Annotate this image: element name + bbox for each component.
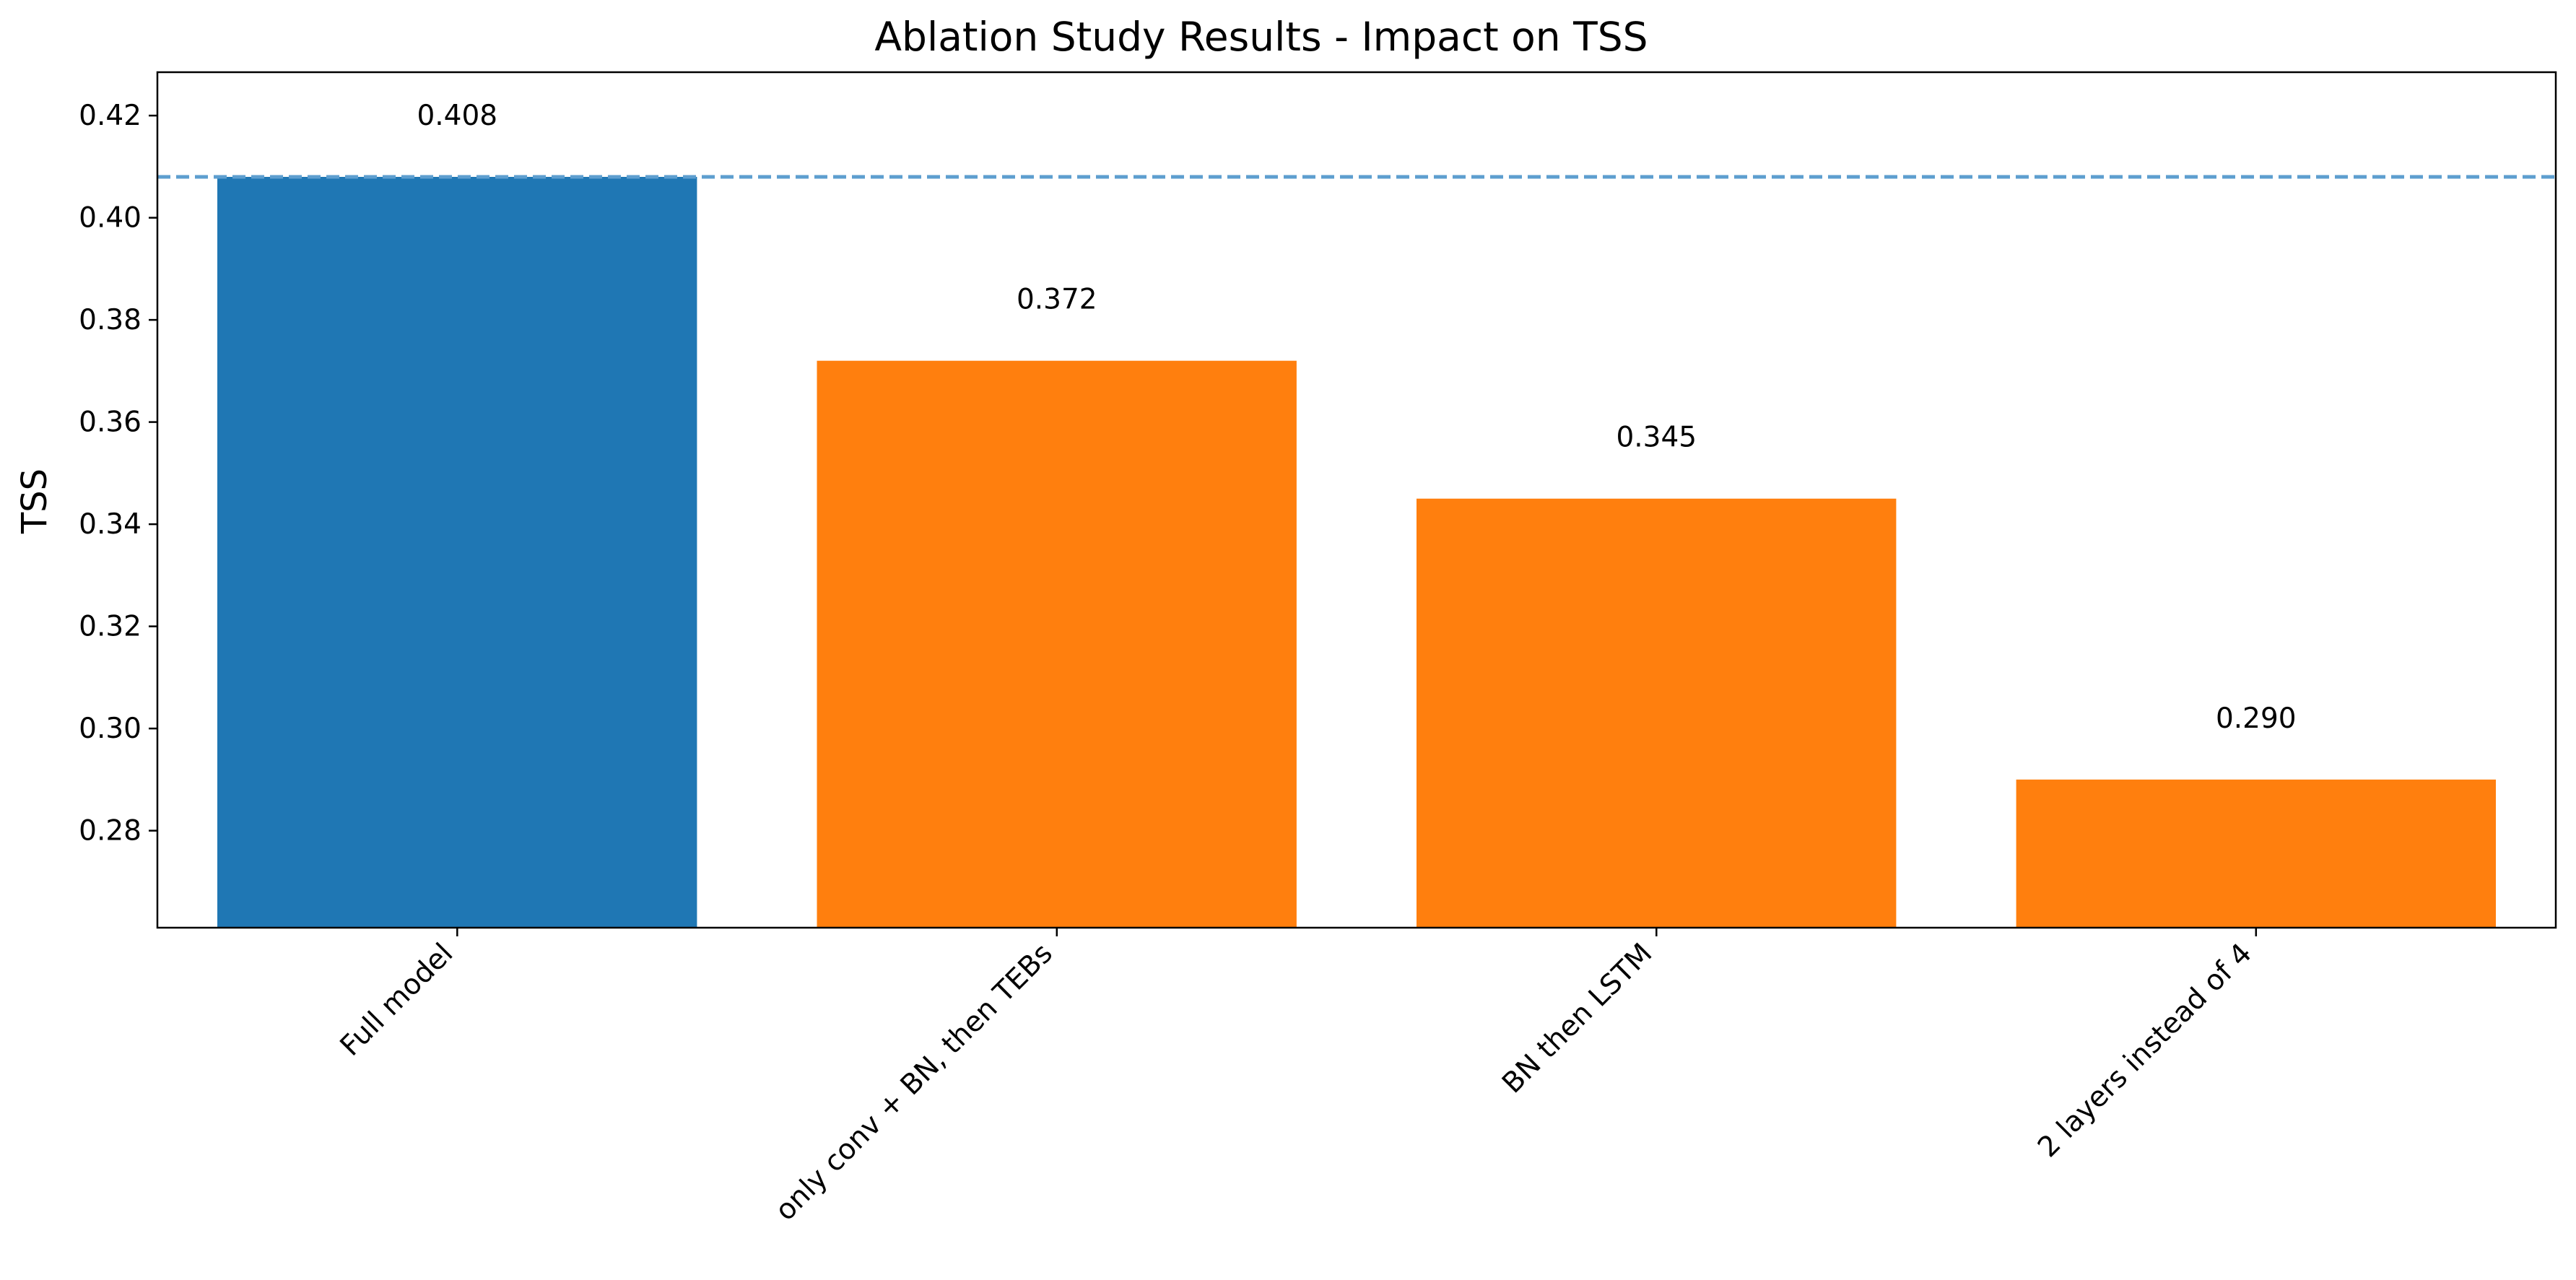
bars-layer <box>217 177 2496 928</box>
y-tick-label: 0.38 <box>79 304 142 336</box>
plot-area-frame <box>156 71 2557 929</box>
data-label-1: 0.408 <box>417 100 497 132</box>
y-tick-label: 0.32 <box>79 611 142 643</box>
bar-3 <box>1417 498 1897 928</box>
y-tick-label: 0.28 <box>79 815 142 848</box>
chart-title: Ablation Study Results - Impact on TSS <box>874 14 1648 60</box>
data-label-4: 0.290 <box>2216 702 2297 735</box>
y-tick-label: 0.30 <box>79 713 142 745</box>
bar-2 <box>817 360 1297 928</box>
y-tick-label: 0.40 <box>79 202 142 235</box>
y-axis-ticks: 0.28 0.30 0.32 0.34 0.36 0.38 0.40 0.42 <box>79 100 157 848</box>
bar-1 <box>217 177 697 928</box>
bar-4 <box>2016 779 2496 928</box>
y-tick-label: 0.42 <box>79 100 142 132</box>
data-label-3: 0.345 <box>1616 422 1697 454</box>
y-tick-label: 0.36 <box>79 406 142 439</box>
data-labels-layer: 0.408 0.372 0.345 0.290 <box>417 100 2296 735</box>
y-axis-label: TSS <box>14 469 55 534</box>
y-tick-label: 0.34 <box>79 508 142 541</box>
data-label-2: 0.372 <box>1017 284 1097 316</box>
